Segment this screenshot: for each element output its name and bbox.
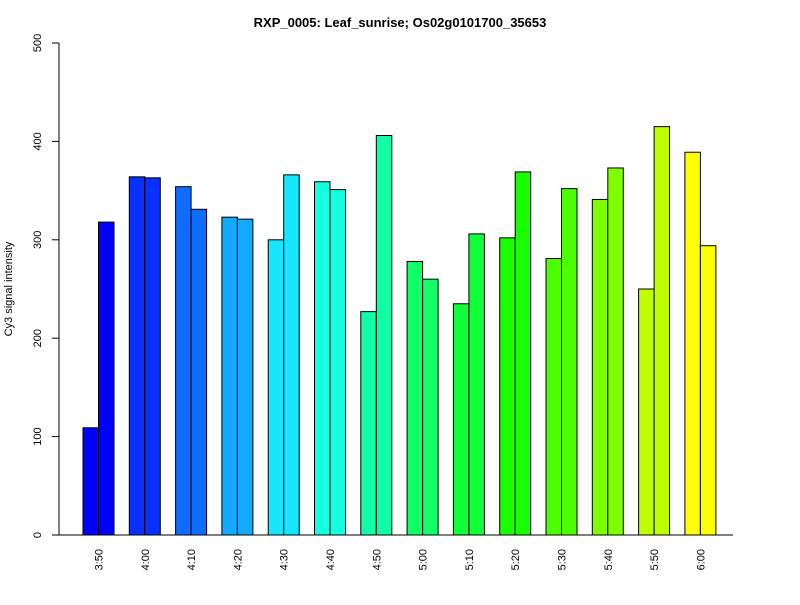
x-tick-label: 5:10 [464, 549, 476, 570]
y-tick-label: 0 [32, 532, 44, 538]
bar [375, 134, 393, 536]
bar [638, 288, 655, 536]
bar [82, 427, 99, 536]
bar-group: 5:40 [591, 167, 624, 570]
bar [190, 208, 208, 536]
x-tick-label: 5:00 [418, 549, 430, 570]
bar [128, 176, 146, 536]
bar-group: 5:50 [638, 126, 671, 570]
bar [684, 151, 701, 536]
bar [314, 181, 331, 536]
bar [144, 177, 161, 536]
bar-group: 4:00 [128, 176, 161, 570]
bar [406, 260, 424, 536]
y-axis: 0 100 200 300 400 500 [32, 34, 60, 538]
chart-title: RXP_0005: Leaf_sunrise; Os02g0101700_356… [254, 15, 547, 30]
x-tick-label: 3:50 [94, 549, 106, 570]
bar [699, 245, 717, 536]
bar-group: 4:30 [267, 174, 300, 570]
bar [236, 218, 254, 536]
bar [452, 303, 470, 536]
y-axis-label: Cy3 signal intensity [3, 241, 15, 336]
bar-group: 5:00 [406, 260, 439, 570]
bar-group: 5:30 [545, 188, 578, 570]
bar [422, 278, 439, 536]
bar [499, 237, 516, 536]
x-tick-label: 6:00 [695, 549, 707, 570]
bar [561, 188, 578, 536]
y-tick-label: 300 [32, 231, 44, 249]
bar-group: 4:10 [175, 186, 208, 570]
x-tick-label: 5:20 [510, 549, 522, 570]
y-tick-label: 400 [32, 132, 44, 150]
bar-group: 3:50 [82, 221, 115, 570]
bar [283, 174, 300, 536]
bar [468, 233, 485, 536]
x-tick-label: 4:40 [325, 549, 337, 570]
bar-group: 5:20 [499, 171, 532, 570]
bars-group: 3:50 4:00 4:10 4:20 4:30 4:40 4:50 5:00 5:10 5:20… [82, 126, 717, 570]
x-tick-label: 5:50 [649, 549, 661, 570]
bar [653, 126, 671, 536]
bar [545, 257, 562, 536]
bar [221, 216, 238, 536]
bar [175, 186, 192, 536]
bar [98, 221, 115, 536]
x-tick-label: 4:00 [140, 549, 152, 570]
x-tick-label: 4:30 [279, 549, 291, 570]
y-tick-label: 200 [32, 329, 44, 347]
bar [607, 167, 624, 536]
x-tick-label: 5:30 [557, 549, 569, 570]
bar-group: 6:00 [684, 151, 717, 570]
bar [329, 189, 346, 536]
bar [267, 239, 285, 536]
bar-group: 4:40 [314, 181, 346, 570]
x-tick-label: 5:40 [603, 549, 615, 570]
bar [514, 171, 532, 536]
bar-group: 5:10 [452, 233, 485, 570]
x-tick-label: 4:10 [186, 549, 198, 570]
y-tick-label: 500 [32, 34, 44, 52]
y-tick-label: 100 [32, 427, 44, 445]
bar [360, 311, 377, 536]
bar [591, 198, 609, 536]
bar-group: 4:20 [221, 216, 254, 570]
bar-group: 4:50 [360, 134, 393, 570]
x-tick-label: 4:20 [232, 549, 244, 570]
x-tick-label: 4:50 [371, 549, 383, 570]
